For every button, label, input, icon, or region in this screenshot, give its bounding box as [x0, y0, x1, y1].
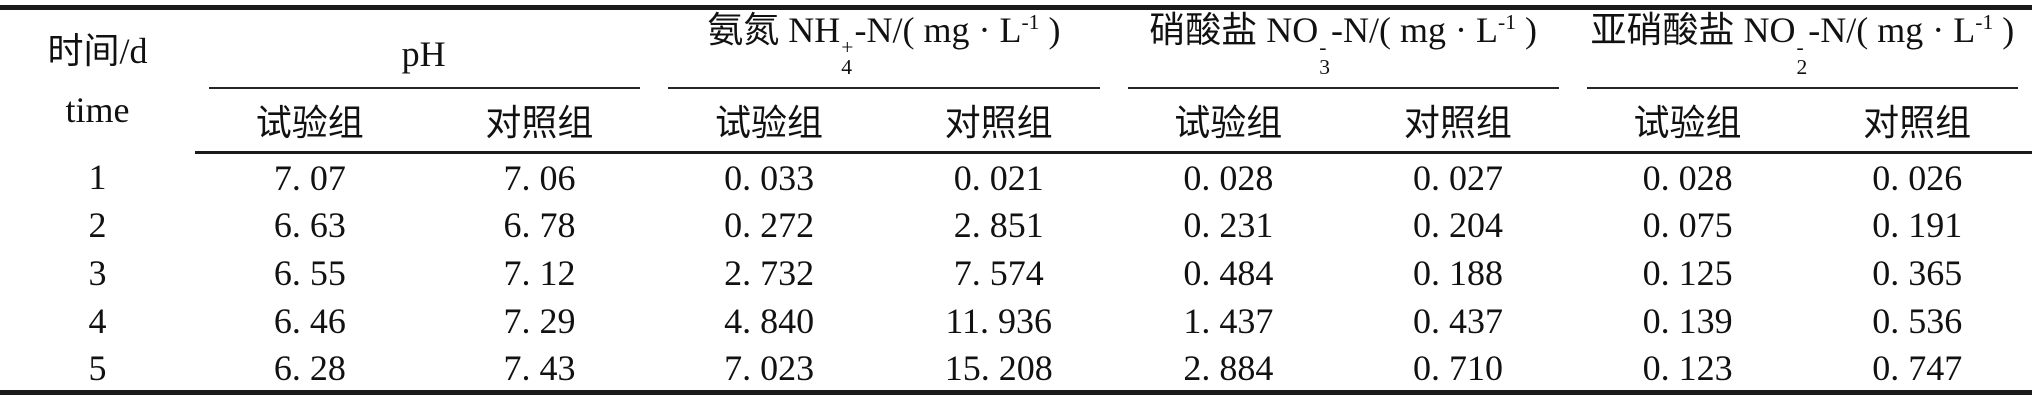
water-quality-table: 时间/d time pH 氨氮 NH +4 -N/( mg · L-1 ) 硝酸盐 … [0, 5, 2032, 396]
table-row: 1 7. 07 7. 06 0. 033 0. 021 0. 028 0. 02… [0, 153, 2032, 201]
table-cell: 1. 437 [1183, 300, 1274, 341]
time-header-zh: 时间/d [47, 31, 148, 72]
table-row: 3 6. 55 7. 12 2. 732 7. 574 0. 484 0. 18… [0, 249, 2032, 297]
table-cell: 7. 023 [724, 347, 815, 388]
time-column-header: 时间/d time [0, 8, 195, 153]
table-cell: 0. 710 [1412, 347, 1503, 388]
table-body: 1 7. 07 7. 06 0. 033 0. 021 0. 028 0. 02… [0, 153, 2032, 393]
table-row: 5 6. 28 7. 43 7. 023 15. 208 2. 884 0. 7… [0, 345, 2032, 393]
table-cell: 0. 437 [1412, 300, 1503, 341]
table-cell: 7. 574 [953, 252, 1044, 293]
table-cell: 15. 208 [944, 347, 1053, 388]
subheader-ph-test: 试验组 [195, 88, 425, 155]
cell-time: 1 [88, 156, 107, 197]
table-cell: 4. 840 [724, 300, 815, 341]
table-cell: 0. 747 [1872, 347, 1963, 388]
subheader-nitrite-control: 对照组 [1802, 88, 2032, 155]
table-cell: 0. 028 [1183, 157, 1274, 198]
subheader-ammonia-test: 试验组 [654, 88, 884, 155]
table-cell: 7. 29 [503, 300, 576, 341]
table-cell: 0. 231 [1183, 204, 1274, 245]
table-cell: 0. 033 [724, 157, 815, 198]
table-cell: 6. 78 [503, 204, 576, 245]
table-row: 4 6. 46 7. 29 4. 840 11. 936 1. 437 0. 4… [0, 297, 2032, 345]
time-header-en: time [65, 90, 130, 131]
group-header-ph: pH [195, 8, 654, 89]
subheader-nitrate-control: 对照组 [1343, 88, 1573, 155]
table-cell: 7. 07 [273, 157, 346, 198]
table-cell: 0. 484 [1183, 252, 1274, 293]
table-cell: 0. 272 [724, 204, 815, 245]
table-cell: 11. 936 [945, 300, 1053, 341]
subheader-ammonia-control: 对照组 [883, 88, 1114, 155]
table-cell: 7. 06 [503, 157, 576, 198]
table-cell: 6. 55 [273, 252, 346, 293]
table-cell: 0. 021 [953, 157, 1044, 198]
table-cell: 0. 536 [1872, 300, 1963, 341]
table-cell: 6. 63 [273, 204, 346, 245]
subheader-ph-control: 对照组 [424, 88, 655, 155]
table-cell: 0. 191 [1872, 204, 1963, 245]
table-cell: 0. 125 [1642, 252, 1733, 293]
group-header-nitrate: 硝酸盐 NO -3 -N/( mg · L-1 ) [1114, 8, 1573, 89]
table-cell: 2. 851 [953, 204, 1044, 245]
table-cell: 2. 884 [1183, 347, 1274, 388]
group-header-row: 时间/d time pH 氨氮 NH +4 -N/( mg · L-1 ) 硝酸盐 … [0, 8, 2032, 130]
sub-header-row: 试验组 对照组 试验组 对照组 试验组 对照组 试验组 对照组 [0, 88, 2032, 155]
subsup-stack: -2 [1796, 34, 1808, 80]
subheader-nitrite-test: 试验组 [1572, 88, 1803, 155]
subsup-stack: -3 [1319, 34, 1331, 80]
group-header-nitrite: 亚硝酸盐 NO -2 -N/( mg · L-1 ) [1573, 8, 2032, 89]
table-cell: 2. 732 [724, 252, 815, 293]
cell-time: 2 [88, 204, 107, 245]
table-cell: 0. 365 [1872, 252, 1963, 293]
table-cell: 0. 123 [1642, 347, 1733, 388]
table-cell: 0. 075 [1642, 204, 1733, 245]
table-row: 2 6. 63 6. 78 0. 272 2. 851 0. 231 0. 20… [0, 201, 2032, 249]
table-cell: 0. 028 [1642, 157, 1733, 198]
table-cell: 0. 204 [1412, 204, 1503, 245]
table-cell: 0. 026 [1872, 157, 1963, 198]
cell-time: 4 [88, 300, 107, 341]
table-cell: 7. 43 [503, 347, 576, 388]
table-header: 时间/d time pH 氨氮 NH +4 -N/( mg · L-1 ) 硝酸盐 … [0, 8, 2032, 155]
group-header-ammonia: 氨氮 NH +4 -N/( mg · L-1 ) [654, 8, 1113, 89]
cell-time: 5 [88, 347, 107, 388]
subsup-stack: +4 [841, 34, 854, 80]
table-cell: 6. 28 [273, 347, 346, 388]
table-cell: 7. 12 [503, 252, 576, 293]
table-cell: 6. 46 [273, 300, 346, 341]
table-cell: 0. 188 [1412, 252, 1503, 293]
cell-time: 3 [88, 252, 107, 293]
table-cell: 0. 139 [1642, 300, 1733, 341]
table-cell: 0. 027 [1412, 157, 1503, 198]
subheader-nitrate-test: 试验组 [1113, 88, 1344, 155]
